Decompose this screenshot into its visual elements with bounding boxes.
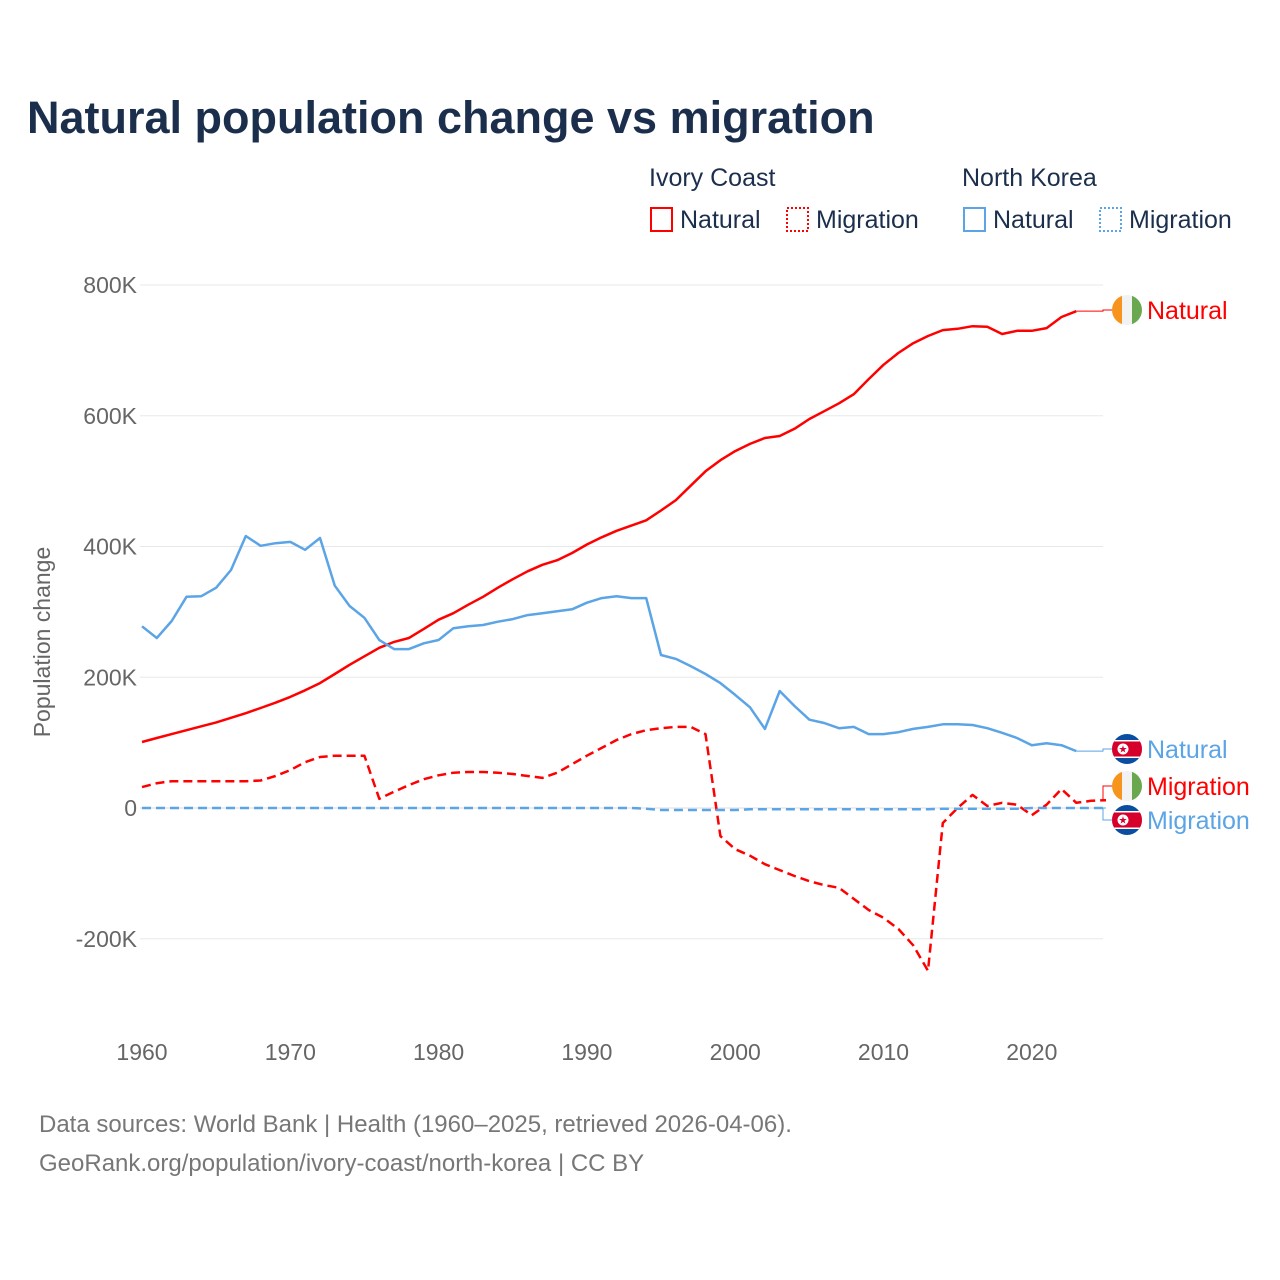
- line-ivory-coast-migration: [141, 725, 1107, 973]
- flag-ivory-coast-icon: [1112, 295, 1142, 325]
- end-label-ivory-coast-natural: Natural: [1147, 297, 1228, 325]
- line-north-korea-natural: [141, 534, 1077, 753]
- legend-item-north-korea-migration[interactable]: Migration: [1129, 206, 1232, 234]
- y-tick-label: 800K: [83, 272, 137, 298]
- chart-title: Natural population change vs migration: [27, 92, 875, 143]
- legend-group-ivory-coast: Ivory Coast: [649, 164, 775, 192]
- x-tick-label: 1990: [561, 1039, 612, 1065]
- flag-body: [1112, 295, 1142, 325]
- end-label-north-korea-natural: Natural: [1147, 736, 1228, 764]
- y-tick-label: -200K: [76, 926, 138, 952]
- y-axis-ticks: 800K 600K 400K 200K 0 -200K: [76, 272, 138, 952]
- grid: [140, 284, 1103, 940]
- y-tick-label: 200K: [83, 664, 137, 690]
- end-label-ivory-coast-migration: Migration: [1147, 773, 1250, 801]
- end-label-north-korea-migration: Migration: [1147, 807, 1250, 835]
- connector-north-korea-natural: [1076, 748, 1112, 752]
- flag-body: ★: [1112, 734, 1142, 764]
- x-tick-label: 1960: [116, 1039, 167, 1065]
- x-tick-label: 2020: [1006, 1039, 1057, 1065]
- y-tick-label: 0: [124, 795, 137, 821]
- flag-stripe: [1122, 295, 1132, 325]
- y-tick-label: 400K: [83, 534, 137, 560]
- flag-ivory-coast-icon: [1112, 771, 1142, 801]
- x-tick-label: 2010: [858, 1039, 909, 1065]
- x-tick-label: 2000: [710, 1039, 761, 1065]
- flag-stripe: [1132, 295, 1142, 325]
- legend: Ivory Coast Natural Migration North Kore…: [649, 164, 1232, 234]
- flag-body: [1112, 771, 1142, 801]
- flag-stripe: [1112, 771, 1122, 801]
- legend-swatch-ivory-coast-natural: [650, 207, 673, 232]
- y-tick-label: 600K: [83, 403, 137, 429]
- legend-item-ivory-coast-migration[interactable]: Migration: [816, 206, 919, 234]
- legend-item-ivory-coast-natural[interactable]: Natural: [680, 206, 761, 234]
- series-lines: [141, 309, 1112, 973]
- legend-group-north-korea: North Korea: [962, 164, 1097, 192]
- legend-swatch-north-korea-natural: [963, 207, 986, 232]
- flag-disc: [1117, 743, 1129, 755]
- flag-north-korea-icon: ★: [1112, 734, 1142, 764]
- footer-link[interactable]: GeoRank.org/population/ivory-coast/north…: [39, 1150, 644, 1177]
- x-axis-ticks: 1960 1970 1980 1990 2000 2010 2020: [116, 1039, 1057, 1065]
- star-icon: ★: [1119, 745, 1128, 756]
- flag-body: ★: [1112, 805, 1142, 835]
- legend-swatch-ivory-coast-migration: [786, 207, 809, 232]
- flag-stripe: [1112, 295, 1122, 325]
- x-tick-label: 1970: [265, 1039, 316, 1065]
- flag-north-korea-icon: ★: [1112, 805, 1142, 835]
- flag-stripe: [1122, 771, 1132, 801]
- flag-disc: [1117, 814, 1129, 826]
- y-axis-label: Population change: [29, 547, 55, 738]
- legend-item-north-korea-natural[interactable]: Natural: [993, 206, 1074, 234]
- connector-ivory-coast-migration: [1102, 785, 1112, 801]
- connector-north-korea-migration: [1102, 807, 1112, 821]
- connector-ivory-coast-natural: [1076, 309, 1112, 312]
- star-icon: ★: [1119, 816, 1128, 827]
- legend-swatch-north-korea-migration: [1099, 207, 1122, 232]
- footer-sources: Data sources: World Bank | Health (1960–…: [39, 1111, 792, 1138]
- line-ivory-coast-natural: [141, 310, 1077, 744]
- flag-stripe: [1132, 771, 1142, 801]
- line-north-korea-migration: [142, 806, 1106, 812]
- x-tick-label: 1980: [413, 1039, 464, 1065]
- end-labels: Natural Migration ★ Natural ★ Migration: [1112, 295, 1250, 835]
